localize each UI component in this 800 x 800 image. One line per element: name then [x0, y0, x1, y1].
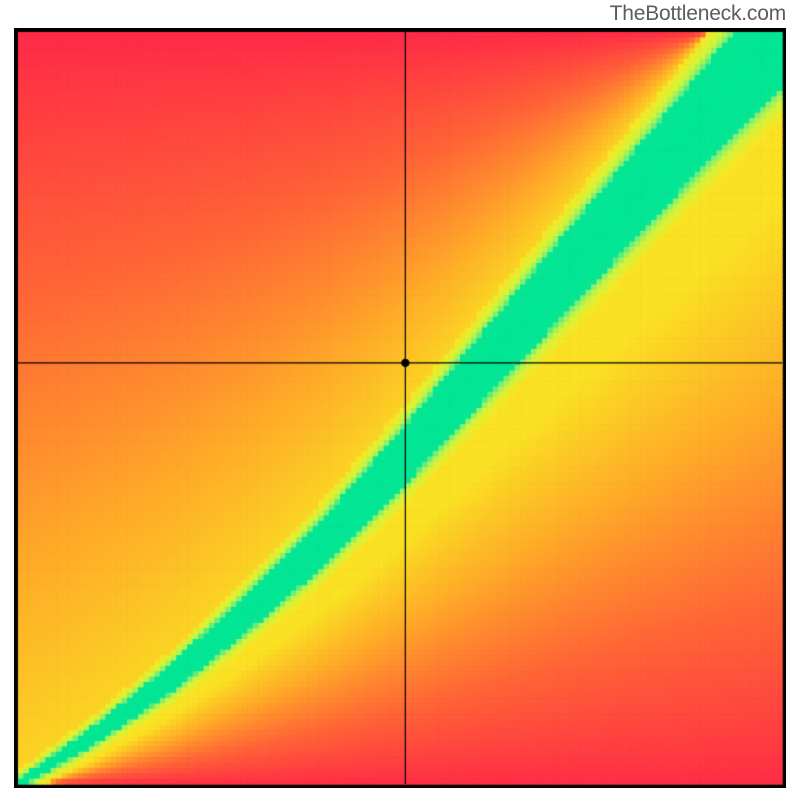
bottleneck-heatmap: [14, 28, 786, 788]
attribution-text: TheBottleneck.com: [610, 2, 786, 26]
chart-container: { "attribution": { "text": "TheBottlenec…: [0, 0, 800, 800]
